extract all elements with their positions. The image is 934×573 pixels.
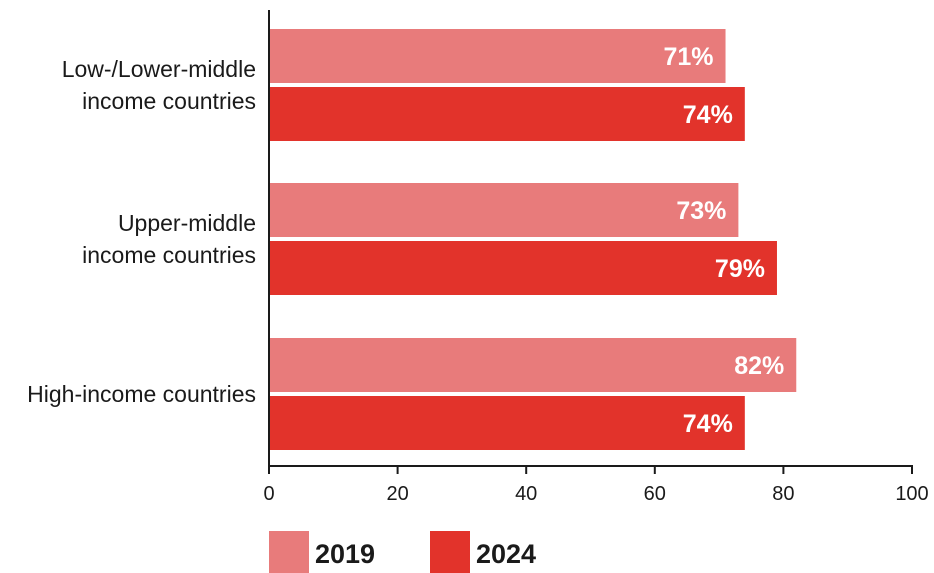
bar-value-label-2024-0: 74% xyxy=(683,101,733,129)
bar-2019-0 xyxy=(269,29,726,83)
x-axis-ticks-group: 0 20 40 60 80 100 xyxy=(263,466,929,505)
category-labels-group: Low-/Lower-middle income countries Upper-m… xyxy=(27,56,256,407)
bar-2019-1 xyxy=(269,183,739,237)
bar-value-label-2019-0: 71% xyxy=(663,43,713,71)
x-tick-label-60: 60 xyxy=(644,483,666,505)
category-label-2-line-0: High-income countries xyxy=(27,381,256,407)
bar-value-label-2024-2: 74% xyxy=(683,410,733,438)
category-label-0-line-0: Low-/Lower-middle xyxy=(62,56,256,82)
category-label-1-line-1: income countries xyxy=(82,242,256,268)
bar-labels-group: 71% 74% 73% 79% 82% 74% xyxy=(663,43,784,438)
legend-label-2024: 2024 xyxy=(476,539,536,569)
bar-2019-2 xyxy=(269,338,797,392)
legend-swatch-2019 xyxy=(269,531,309,573)
x-tick-label-20: 20 xyxy=(386,483,408,505)
bar-value-label-2019-2: 82% xyxy=(734,352,784,380)
bar-2024-1 xyxy=(269,241,777,295)
bar-value-label-2024-1: 79% xyxy=(715,255,765,283)
x-tick-label-80: 80 xyxy=(772,483,794,505)
legend-label-2019: 2019 xyxy=(315,539,375,569)
bar-2024-2 xyxy=(269,396,745,450)
bar-value-label-2019-1: 73% xyxy=(676,197,726,225)
category-label-0-line-1: income countries xyxy=(82,88,256,114)
bars-group xyxy=(269,29,797,450)
x-tick-label-100: 100 xyxy=(895,483,928,505)
bar-2024-0 xyxy=(269,87,745,141)
x-tick-label-0: 0 xyxy=(263,483,274,505)
legend-swatch-2024 xyxy=(430,531,470,573)
category-label-1-line-0: Upper-middle xyxy=(118,210,256,236)
legend: 2019 2024 xyxy=(269,531,536,573)
x-tick-label-40: 40 xyxy=(515,483,537,505)
